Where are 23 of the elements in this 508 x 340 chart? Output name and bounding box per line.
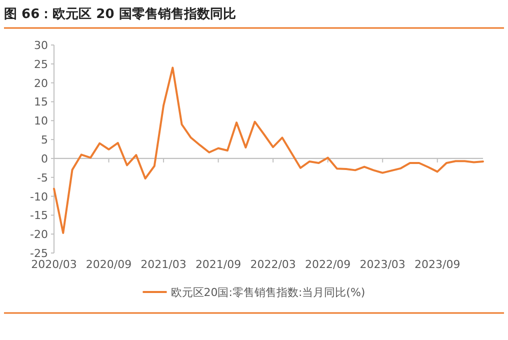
x-tick-label: 2021/03 — [140, 258, 186, 271]
x-tick-label: 2023/03 — [360, 258, 406, 271]
x-tick-label: 2022/09 — [304, 258, 351, 271]
y-tick-label: 15 — [34, 96, 48, 109]
y-tick-label: 0 — [41, 152, 48, 166]
x-tick-label: 2022/03 — [250, 258, 296, 271]
y-tick-label: -20 — [30, 228, 48, 242]
y-tick-label: -10 — [30, 190, 48, 204]
legend-label: 欧元区20国:零售销售指数:当月同比(%) — [170, 286, 366, 299]
line-series — [53, 66, 484, 234]
y-tick-label: 10 — [34, 114, 48, 128]
x-tick-label: 2021/09 — [195, 258, 242, 271]
y-tick-label: -15 — [30, 209, 48, 222]
y-tick-label: 5 — [41, 134, 48, 147]
x-tick-label: 2020/03 — [31, 258, 77, 271]
y-tick-label: 20 — [34, 76, 48, 90]
y-tick-label: 25 — [34, 58, 48, 71]
y-tick-label: -25 — [30, 247, 48, 260]
y-tick-label: 30 — [34, 39, 48, 52]
x-tick-label: 2023/09 — [414, 258, 460, 271]
y-tick-label: -5 — [37, 171, 48, 184]
x-tick-label: 2020/09 — [86, 258, 132, 271]
chart-title: 图 66：欧元区 20 国零售销售指数同比 — [4, 7, 236, 22]
